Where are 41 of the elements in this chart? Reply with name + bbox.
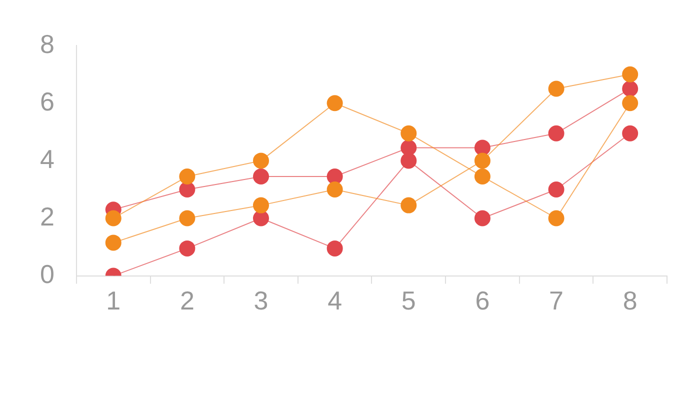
x-tick-label: 5 [401,286,416,316]
y-tick-label: 6 [40,86,54,116]
point [548,210,564,226]
y-tick-label: 0 [40,258,54,289]
point [326,95,343,112]
point [400,140,417,156]
point [253,152,270,169]
point [400,197,417,214]
x-tick-label: 1 [106,286,121,316]
point [326,168,343,185]
point [548,125,564,142]
point [622,80,638,97]
x-tick-label: 2 [180,286,194,316]
point [179,240,196,256]
point [179,181,196,198]
x-tick-label: 3 [254,286,268,316]
x-tick-label: 7 [549,286,564,316]
point [474,210,490,226]
point [253,168,270,185]
point [400,125,417,142]
y-tick-label: 8 [40,28,54,59]
x-tick-label: 8 [622,286,638,316]
point [474,168,490,185]
point [179,168,196,185]
point [253,197,270,214]
y-tick-label: 2 [40,201,54,232]
point [548,80,564,97]
point [105,234,122,251]
point [326,181,343,198]
point [105,210,122,226]
point [253,210,270,226]
point [474,152,490,169]
point [622,125,638,142]
x-tick-label: 4 [328,286,342,316]
point [622,95,638,112]
point [326,240,343,256]
x-tick-label: 6 [475,286,490,316]
y-tick-label: 4 [40,144,54,174]
point [548,181,564,198]
point [179,210,196,226]
point [622,66,638,82]
